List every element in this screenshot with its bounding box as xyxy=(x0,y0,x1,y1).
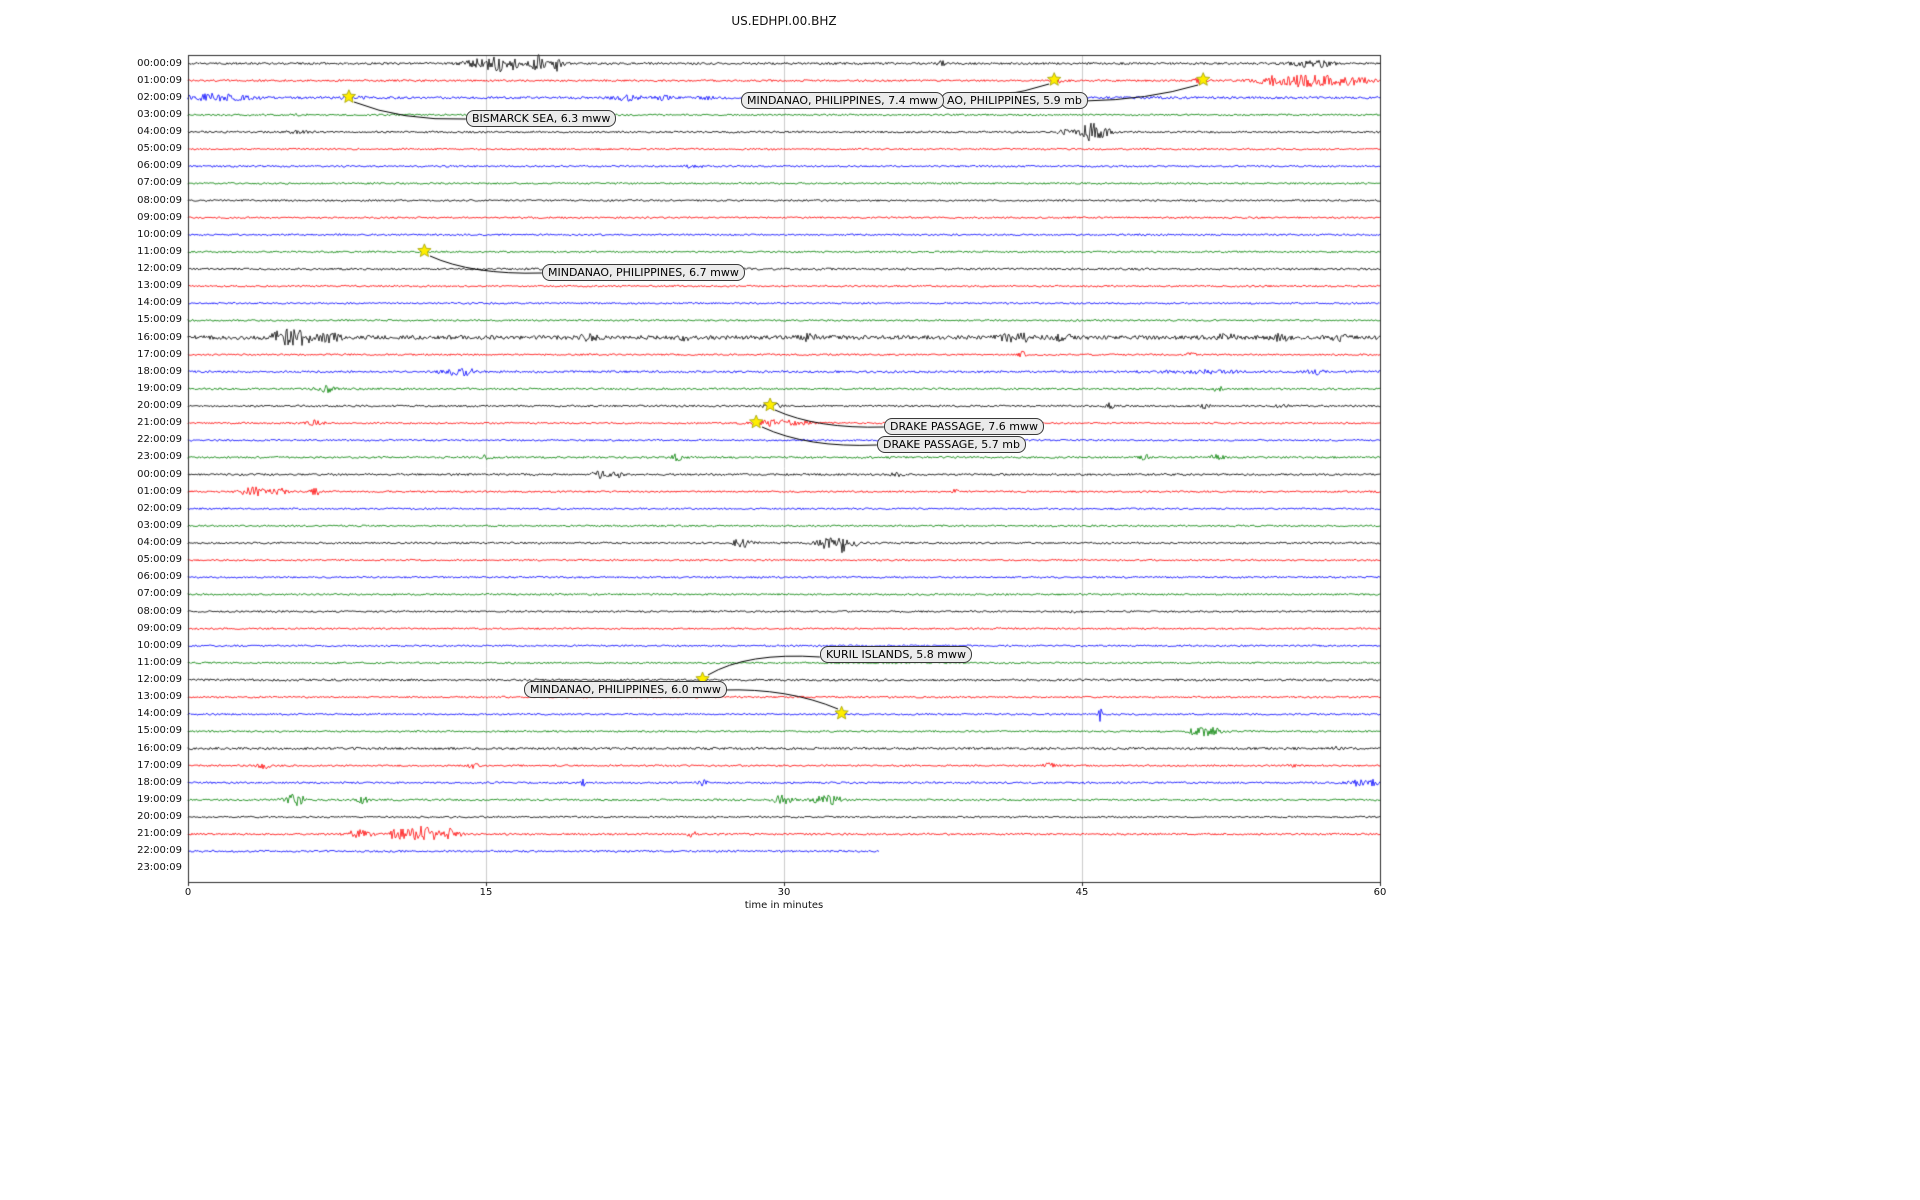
y-tick-label: 17:00:09 xyxy=(137,348,182,360)
y-tick-label: 06:00:09 xyxy=(137,160,182,172)
event-annotation: DRAKE PASSAGE, 7.6 mww xyxy=(884,418,1044,435)
y-tick-label: 00:00:09 xyxy=(137,468,182,480)
y-tick-label: 18:00:09 xyxy=(137,776,182,788)
y-tick-label: 05:00:09 xyxy=(137,554,182,566)
y-tick-label: 20:00:09 xyxy=(137,811,182,822)
y-tick-label: 02:00:09 xyxy=(137,502,182,514)
y-tick-label: 10:00:09 xyxy=(137,228,182,240)
y-tick-label: 09:00:09 xyxy=(137,622,182,634)
y-tick-label: 16:00:09 xyxy=(137,331,182,343)
event-annotation: MINDANAO, PHILIPPINES, 6.7 mww xyxy=(542,264,745,281)
y-tick-label: 15:00:09 xyxy=(137,314,182,326)
x-tick-label: 15 xyxy=(479,887,493,898)
chart-title: US.EDHPI.00.BHZ xyxy=(731,14,837,28)
y-tick-label: 14:00:09 xyxy=(137,708,182,720)
y-tick-label: 22:00:09 xyxy=(137,434,182,446)
y-tick-label: 16:00:09 xyxy=(137,742,182,754)
x-tick-label: 45 xyxy=(1075,887,1089,898)
y-tick-label: 04:00:09 xyxy=(137,126,182,137)
event-annotation: DRAKE PASSAGE, 5.7 mb xyxy=(877,436,1026,453)
y-tick-label: 10:00:09 xyxy=(137,639,182,651)
y-tick-label: 03:00:09 xyxy=(137,519,182,531)
event-annotation: MINDANAO, PHILIPPINES, 6.0 mww xyxy=(524,681,727,698)
y-tick-label: 21:00:09 xyxy=(137,828,182,840)
y-tick-label: 12:00:09 xyxy=(137,263,182,274)
y-tick-label: 04:00:09 xyxy=(137,537,182,548)
event-annotation: KURIL ISLANDS, 5.8 mww xyxy=(820,646,972,663)
event-annotation: BISMARCK SEA, 6.3 mww xyxy=(466,110,617,127)
y-tick-label: 00:00:09 xyxy=(137,57,182,69)
y-tick-label: 13:00:09 xyxy=(137,691,182,703)
y-tick-label: 01:00:09 xyxy=(137,74,182,86)
y-tick-label: 19:00:09 xyxy=(137,793,182,805)
y-tick-label: 08:00:09 xyxy=(137,194,182,206)
y-tick-label: 22:00:09 xyxy=(137,845,182,857)
event-annotation: MINDANAO, PHILIPPINES, 7.4 mww xyxy=(741,92,944,109)
y-tick-label: 01:00:09 xyxy=(137,485,182,497)
x-tick-label: 60 xyxy=(1373,887,1387,898)
y-tick-label: 19:00:09 xyxy=(137,382,182,394)
y-tick-label: 17:00:09 xyxy=(137,759,182,771)
y-tick-label: 23:00:09 xyxy=(137,451,182,463)
y-tick-label: 21:00:09 xyxy=(137,417,182,429)
y-tick-label: 08:00:09 xyxy=(137,605,182,617)
y-tick-label: 23:00:09 xyxy=(137,862,182,874)
y-tick-label: 14:00:09 xyxy=(137,297,182,309)
y-tick-label: 15:00:09 xyxy=(137,725,182,737)
y-tick-label: 13:00:09 xyxy=(137,280,182,292)
x-tick-label: 0 xyxy=(184,887,192,898)
x-tick-label: 30 xyxy=(777,887,791,898)
y-tick-label: 11:00:09 xyxy=(137,656,182,668)
y-tick-label: 09:00:09 xyxy=(137,211,182,223)
y-tick-label: 07:00:09 xyxy=(137,588,182,600)
y-tick-label: 11:00:09 xyxy=(137,245,182,257)
y-tick-label: 03:00:09 xyxy=(137,108,182,120)
y-tick-label: 02:00:09 xyxy=(137,91,182,103)
y-tick-label: 20:00:09 xyxy=(137,400,182,411)
y-tick-label: 05:00:09 xyxy=(137,143,182,155)
event-annotation: AO, PHILIPPINES, 5.9 mb xyxy=(941,92,1088,109)
y-tick-label: 12:00:09 xyxy=(137,674,182,685)
y-tick-label: 18:00:09 xyxy=(137,365,182,377)
x-axis-label: time in minutes xyxy=(744,900,824,911)
y-tick-label: 07:00:09 xyxy=(137,177,182,189)
y-tick-label: 06:00:09 xyxy=(137,571,182,583)
